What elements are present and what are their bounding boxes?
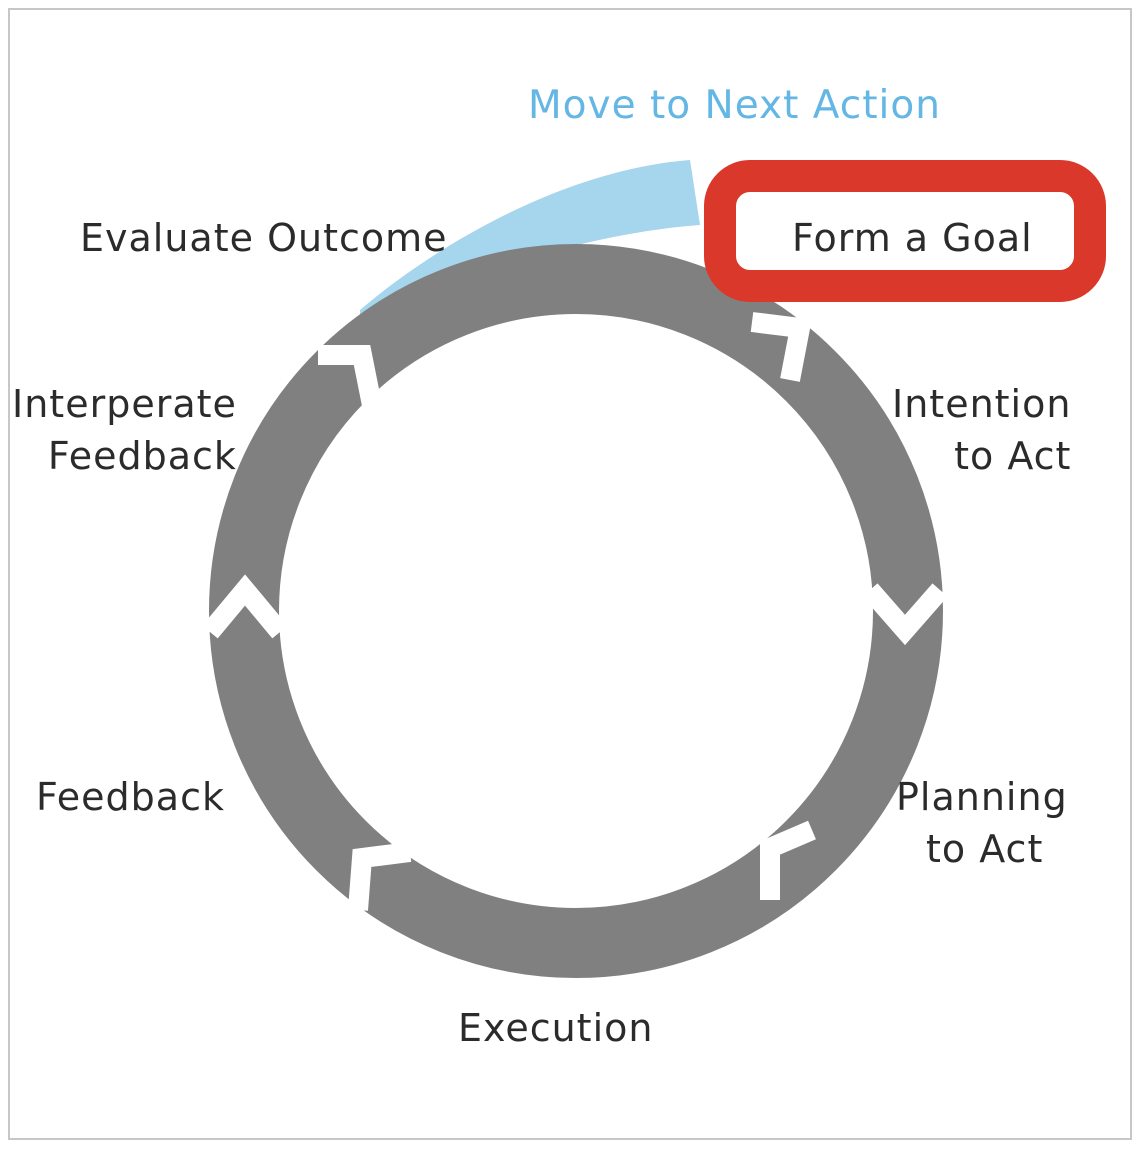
interpret-feedback-label: Interperate Feedback xyxy=(12,378,237,482)
evaluate-outcome-label: Evaluate Outcome xyxy=(80,216,448,260)
chevron-arrow xyxy=(760,820,816,900)
highlight-box xyxy=(704,160,1106,302)
planning-to-act-label: Planning to Act xyxy=(896,771,1068,875)
intention-to-act-label: Intention to Act xyxy=(892,378,1071,482)
planning-line-1: Planning xyxy=(896,775,1068,819)
interpret-line-2: Feedback xyxy=(47,434,237,478)
cycle-ring xyxy=(209,244,943,978)
chevron-arrow xyxy=(318,345,382,407)
chevron-arrow xyxy=(862,583,948,646)
interpret-line-1: Interperate xyxy=(12,382,237,426)
intention-line-1: Intention xyxy=(892,382,1072,426)
feedback-label: Feedback xyxy=(36,775,225,819)
form-goal-label: Form a Goal xyxy=(792,216,1033,260)
chevron-arrow xyxy=(348,842,412,911)
chevron-arrow xyxy=(750,312,812,382)
planning-line-2: to Act xyxy=(926,827,1044,871)
move-to-next-action-label: Move to Next Action xyxy=(528,83,941,128)
intention-line-2: to Act xyxy=(954,434,1072,478)
execution-label: Execution xyxy=(458,1006,654,1050)
chevron-arrow xyxy=(202,574,288,639)
